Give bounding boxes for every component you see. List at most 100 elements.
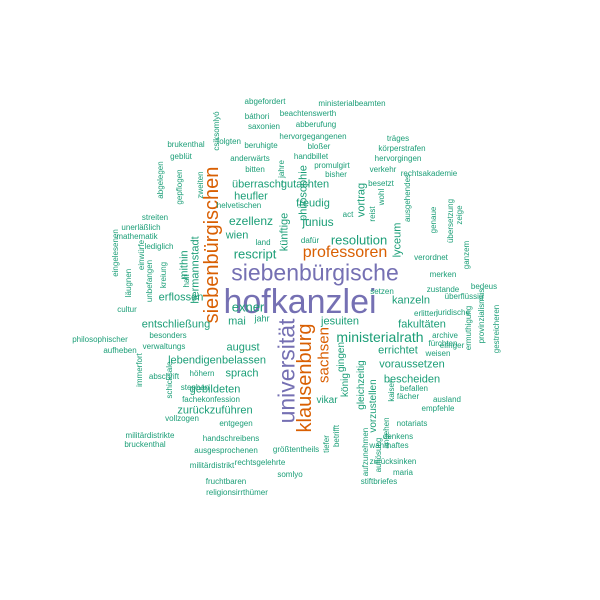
word-uebersetzung: übersetzung [446, 198, 455, 244]
word-entgegen: entgegen [219, 419, 253, 428]
word-beachtenswerth: beachtenswerth [279, 109, 337, 118]
word-gleichzeitig: gleichzeitig [356, 360, 367, 410]
word-philosophischer: philosophischer [72, 335, 128, 344]
word-mai: mai [228, 315, 246, 328]
word-streiten: streiten [141, 213, 169, 222]
word-besonders: besonders [149, 331, 187, 340]
word-bruckenthal: bruckenthal [124, 440, 166, 449]
word-setzen: setzen [370, 287, 394, 296]
word-ezellenz: ezellenz [228, 214, 274, 228]
word-immerfort: immerfort [135, 353, 144, 387]
word-koenig: könig [340, 373, 351, 397]
word-lediglich: lediglich [144, 242, 174, 251]
word-maria: maria [392, 468, 414, 477]
word-blosser: bloßer [307, 142, 331, 151]
word-merken: merken [429, 270, 457, 279]
word-ueberrascht: überrascht [232, 178, 284, 191]
word-befallen: befallen [399, 384, 429, 393]
word-resolution: resolution [330, 232, 388, 248]
word-vikar: vikar [316, 395, 338, 406]
word-fuerchten: fürchten [428, 339, 458, 348]
word-fakultaeten: fakultäten [398, 318, 446, 331]
word-unbefangen: unbefangen [145, 259, 154, 303]
word-august: august [226, 341, 260, 354]
word-erflossen: erflossen [158, 291, 204, 304]
word-zustande: zustande [426, 285, 460, 294]
word-hofkanzlei: hofkanzlei [223, 283, 377, 321]
word-abberufung: abberufung [295, 120, 337, 129]
word-voraussetzen: voraussetzen [379, 358, 445, 371]
word-juridische: juridische [436, 308, 470, 317]
word-vorzustellen: vorzustellen [368, 379, 379, 433]
word-abgefordert: abgefordert [244, 97, 286, 106]
word-beruhigte: beruhigte [244, 141, 278, 150]
word-genaue: genaue [429, 206, 438, 234]
word-gebluet: geblüt [170, 152, 192, 161]
word-gingen: gingen [336, 341, 347, 373]
word-dafuer: dafür [300, 236, 320, 245]
word-tiefer: tiefer [322, 435, 331, 453]
word-groesstentheils: größtentheils [272, 445, 320, 454]
word-sprach: sprach [225, 367, 259, 380]
word-mathematik: mathematik [116, 232, 158, 241]
word-stephan: stephan [180, 383, 210, 392]
word-ausgesprochenen: ausgesprochenen [194, 446, 258, 455]
word-brukenthal: brukenthal [167, 140, 205, 149]
word-weisen: weisen [425, 349, 451, 358]
word-gutachten: gutachten [280, 178, 330, 191]
word-sachsen: sachsen [315, 327, 333, 383]
word-aufheben: aufheben [103, 346, 137, 355]
word-empfehle: empfehle [421, 404, 455, 413]
word-eifriger: eifriger [439, 341, 465, 350]
word-kuenftige: künftige [278, 212, 291, 252]
word-rechtsakademie: rechtsakademie [400, 169, 458, 178]
word-gestreicheren: gestreicheren [492, 304, 501, 354]
word-laeugnen: läugnen [124, 268, 133, 298]
word-errichtet: errichtet [378, 344, 418, 357]
word-somlyo: somlyo [277, 470, 303, 479]
word-siebenbuergischen: siebenbürgischen [201, 166, 223, 324]
word-ministerialrath: ministerialrath [336, 329, 424, 345]
word-aufzunehmen: aufzunehmen [361, 427, 370, 477]
word-promulgirt: promulgirt [314, 161, 350, 170]
word-klausenburg: klausenburg [294, 323, 316, 433]
word-wohl: wohl [377, 188, 386, 206]
word-unerlaesslich: unerläßlich [121, 223, 161, 232]
word-land: land [255, 238, 271, 247]
word-lebendigen: lebendigen [168, 354, 222, 367]
word-faecher: fächer [396, 392, 420, 401]
word-zeige: zeige [455, 205, 464, 225]
word-junius: junius [302, 215, 334, 229]
word-kanzeln: kanzeln [392, 294, 430, 307]
word-saxonien: saxonien [247, 122, 281, 131]
word-verkehr: verkehr [369, 165, 397, 174]
word-lyceum: lyceum [391, 222, 404, 258]
word-koerperstrafen: körperstrafen [378, 144, 426, 153]
word-handbillet: handbillet [293, 152, 329, 161]
word-freudig: freudig [296, 197, 330, 210]
word-bescheiden: bescheiden [383, 373, 441, 386]
word-bisher: bisher [325, 170, 347, 179]
word-schicksale: schicksale [165, 361, 174, 399]
word-rescript: rescript [233, 246, 277, 262]
word-fruchtbaren: fruchtbaren [205, 477, 247, 486]
word-wahrhaftes: wahrhaftes [369, 441, 409, 450]
word-gepflogen: gepflogen [175, 169, 184, 205]
word-denkens: denkens [382, 432, 414, 441]
word-verordnet: verordnet [414, 253, 448, 262]
word-reist: reist [368, 206, 377, 222]
word-ministerialbeamten: ministerialbeamten [318, 99, 386, 108]
word-ueberfluessig: überflüssig [444, 292, 484, 301]
word-rechtsgelehrte: rechtsgelehrte [234, 458, 286, 467]
word-angehen: angehen [382, 417, 391, 449]
word-archive: archive [432, 331, 458, 340]
word-betrifft: betrifft [332, 424, 341, 448]
word-verwaltungs: verwaltungs [142, 342, 186, 351]
word-provinzialismus: provinzialismus [477, 288, 486, 344]
word-gebildeten: gebildeten [189, 383, 241, 396]
word-cultur: cultur [117, 305, 137, 314]
word-notariats: notariats [396, 419, 428, 428]
word-fachekonfession: fachekonfession [182, 395, 240, 404]
word-wien: wien [225, 229, 249, 242]
